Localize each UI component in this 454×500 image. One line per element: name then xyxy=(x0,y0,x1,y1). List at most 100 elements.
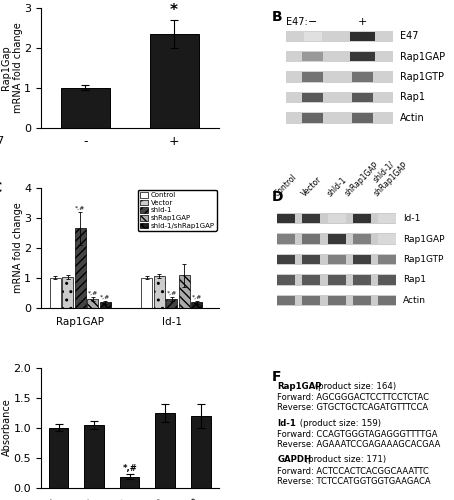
Text: Forward: ACTCCACTCACGGCAAATTC: Forward: ACTCCACTCACGGCAAATTC xyxy=(277,466,429,475)
Text: E47:: E47: xyxy=(286,17,308,27)
Bar xyxy=(277,254,396,265)
Bar xyxy=(74,228,86,308)
Text: Rap1GTP: Rap1GTP xyxy=(400,72,444,82)
Text: Reverse: GTGCTGCTCAGATGTTTCCA: Reverse: GTGCTGCTCAGATGTTTCCA xyxy=(277,404,428,412)
Text: F: F xyxy=(272,370,281,384)
Bar xyxy=(378,214,396,224)
Bar xyxy=(277,275,295,284)
Bar xyxy=(84,425,104,488)
Text: Rap1GAP: Rap1GAP xyxy=(400,52,445,62)
Bar xyxy=(166,299,177,308)
Bar xyxy=(49,278,60,308)
Bar xyxy=(378,296,396,305)
Text: C: C xyxy=(0,182,1,196)
Text: Reverse: AGAAATCCGAGAAAGCACGAA: Reverse: AGAAATCCGAGAAAGCACGAA xyxy=(277,440,440,449)
Y-axis label: Rap1Gap
mRNA fold change: Rap1Gap mRNA fold change xyxy=(1,22,23,113)
Text: Actin: Actin xyxy=(400,113,424,123)
Text: −: − xyxy=(308,17,317,27)
Bar xyxy=(62,277,73,308)
Text: (product size: 159): (product size: 159) xyxy=(297,418,381,428)
Bar xyxy=(328,296,345,305)
Bar xyxy=(302,93,323,102)
Bar xyxy=(304,32,321,41)
Bar xyxy=(49,428,69,488)
Bar xyxy=(378,275,396,284)
Bar xyxy=(302,234,320,244)
Bar xyxy=(191,302,202,308)
Text: Forward: CCAGTGGGTAGAGGGTTTTGA: Forward: CCAGTGGGTAGAGGGTTTTGA xyxy=(277,430,438,439)
Text: D: D xyxy=(272,190,283,204)
Bar xyxy=(353,214,371,224)
Text: Actin: Actin xyxy=(403,296,426,305)
Bar xyxy=(277,294,396,306)
Bar xyxy=(378,255,396,264)
Text: shRap1GAP: shRap1GAP xyxy=(343,160,381,198)
Text: *,#: *,# xyxy=(88,291,98,296)
Y-axis label: Absorbance: Absorbance xyxy=(2,398,12,456)
Text: E47: E47 xyxy=(0,136,5,146)
Bar xyxy=(328,234,345,244)
Text: Rap1GAP: Rap1GAP xyxy=(277,382,321,391)
Text: *: * xyxy=(170,4,178,18)
Text: +: + xyxy=(358,17,367,27)
Bar xyxy=(302,52,323,62)
Text: shId-1: shId-1 xyxy=(325,176,348,199)
Bar xyxy=(277,255,295,264)
Text: B: B xyxy=(272,10,282,24)
Bar xyxy=(61,88,110,128)
Text: *,#: *,# xyxy=(122,464,137,473)
Text: Rap1GTP: Rap1GTP xyxy=(403,255,444,264)
Text: Id-1: Id-1 xyxy=(277,418,296,428)
Bar xyxy=(99,302,111,308)
Text: Reverse: TCTCCATGGTGGTGAAGACA: Reverse: TCTCCATGGTGGTGAAGACA xyxy=(277,476,431,486)
Bar xyxy=(352,93,374,102)
Text: Control: Control xyxy=(273,172,299,199)
Bar xyxy=(120,476,139,488)
Bar xyxy=(328,275,345,284)
Bar xyxy=(277,214,295,224)
Bar xyxy=(286,112,393,124)
Bar xyxy=(353,255,371,264)
Bar xyxy=(155,412,175,488)
Bar xyxy=(141,278,152,308)
Text: Id-1: Id-1 xyxy=(403,214,421,223)
Bar xyxy=(179,275,190,308)
Bar xyxy=(352,113,374,122)
Text: (product size: 171): (product size: 171) xyxy=(302,455,386,464)
Bar xyxy=(286,92,393,103)
Text: (product size: 164): (product size: 164) xyxy=(312,382,396,391)
Bar xyxy=(378,234,396,244)
Text: Forward: AGCGGGACTCCTTCCTCTAC: Forward: AGCGGGACTCCTTCCTCTAC xyxy=(277,394,429,402)
Text: Vector: Vector xyxy=(300,174,323,199)
Bar xyxy=(328,214,345,224)
Text: *,#: *,# xyxy=(75,206,85,210)
Text: GAPDH: GAPDH xyxy=(277,455,311,464)
Bar xyxy=(353,275,371,284)
Bar xyxy=(277,274,396,285)
Bar xyxy=(302,113,323,122)
Bar xyxy=(286,51,393,62)
Text: Rap1: Rap1 xyxy=(403,276,426,284)
Text: Rap1: Rap1 xyxy=(400,92,425,102)
Bar xyxy=(277,296,295,305)
Bar xyxy=(286,72,393,83)
Bar xyxy=(350,32,375,41)
Bar xyxy=(87,299,98,308)
Bar xyxy=(277,213,396,224)
Bar xyxy=(350,52,375,62)
Text: *,#: *,# xyxy=(100,294,110,300)
Text: shId-1/
shRap1GAP: shId-1/ shRap1GAP xyxy=(365,154,410,198)
Legend: Control, Vector, shId-1, shRap1GAP, shId-1/shRap1GAP: Control, Vector, shId-1, shRap1GAP, shId… xyxy=(138,190,217,231)
Bar xyxy=(277,234,295,244)
Bar xyxy=(153,276,165,308)
Bar xyxy=(150,34,198,128)
Text: Rap1GAP: Rap1GAP xyxy=(403,234,445,244)
Bar xyxy=(302,214,320,224)
Text: E47: E47 xyxy=(400,32,418,42)
Bar xyxy=(353,296,371,305)
Bar xyxy=(353,234,371,244)
Bar xyxy=(352,72,374,82)
Bar xyxy=(277,234,396,245)
Y-axis label: mRNA fold change: mRNA fold change xyxy=(13,202,23,293)
Bar xyxy=(328,255,345,264)
